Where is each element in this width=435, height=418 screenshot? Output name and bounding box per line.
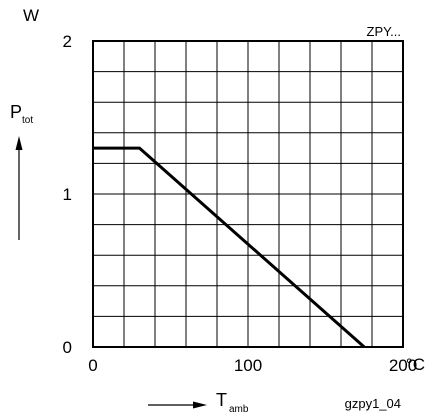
x-axis-subscript: amb [229, 404, 249, 415]
grid [93, 41, 403, 347]
x-axis-label: T amb [216, 390, 249, 415]
series-group [93, 146, 366, 349]
y-axis-unit: W [23, 6, 39, 25]
x-axis-unit: °C [406, 355, 425, 374]
y-tick-label: 0 [63, 338, 72, 357]
x-tick-label: 0 [88, 356, 97, 375]
y-axis-symbol: P [10, 102, 22, 122]
series-annotation: ZPY... [367, 24, 401, 39]
series-line [93, 146, 366, 349]
y-tick-label: 1 [63, 185, 72, 204]
y-axis-subscript: tot [22, 115, 33, 126]
figure-id: gzpy1_04 [345, 396, 401, 411]
tick-labels: 0 100 200 0 1 2 [63, 32, 418, 375]
y-axis-arrow [15, 136, 23, 240]
y-tick-label: 2 [63, 32, 72, 51]
plot-frame [92, 40, 404, 348]
x-axis-symbol: T [216, 390, 227, 410]
y-axis-label: P tot [10, 102, 33, 126]
x-tick-label: 100 [234, 356, 262, 375]
x-axis-arrow [148, 401, 207, 409]
x-tick-label: 200 [389, 356, 417, 375]
